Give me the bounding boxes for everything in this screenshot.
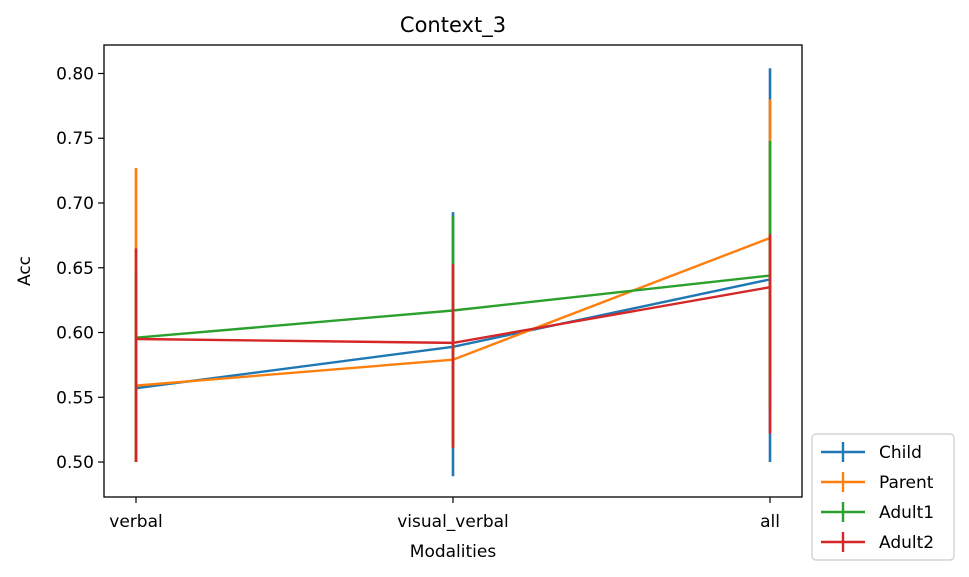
legend-label: Parent xyxy=(879,473,934,493)
y-tick-label: 0.65 xyxy=(56,259,94,279)
data-point xyxy=(134,337,138,341)
y-tick-label: 0.55 xyxy=(56,388,94,408)
legend: Child Parent Adult1 Adult2 xyxy=(811,433,955,561)
series-adult2 xyxy=(134,234,772,463)
x-tick-label: all xyxy=(760,512,780,532)
chart-title: Context_3 xyxy=(400,13,506,38)
series-layer xyxy=(134,68,772,477)
y-tick-label: 0.50 xyxy=(56,453,94,473)
data-point xyxy=(451,341,455,345)
y-tick-label: 0.80 xyxy=(56,64,94,84)
y-axis-label: Acc xyxy=(15,256,35,286)
legend-label: Adult2 xyxy=(879,533,934,553)
x-tick-label: verbal xyxy=(109,512,162,532)
x-axis: verbal visual_verbal all xyxy=(109,497,780,532)
y-axis: 0.50 0.55 0.60 0.65 0.70 0.75 0.80 xyxy=(56,64,104,473)
x-axis-label: Modalities xyxy=(410,542,497,562)
y-tick-label: 0.70 xyxy=(56,194,94,214)
y-tick-label: 0.60 xyxy=(56,324,94,344)
legend-label: Adult1 xyxy=(879,503,934,523)
x-tick-label: visual_verbal xyxy=(397,512,509,532)
y-tick-label: 0.75 xyxy=(56,129,94,149)
legend-label: Child xyxy=(879,443,922,463)
legend-box xyxy=(811,433,955,561)
data-point xyxy=(768,285,772,289)
